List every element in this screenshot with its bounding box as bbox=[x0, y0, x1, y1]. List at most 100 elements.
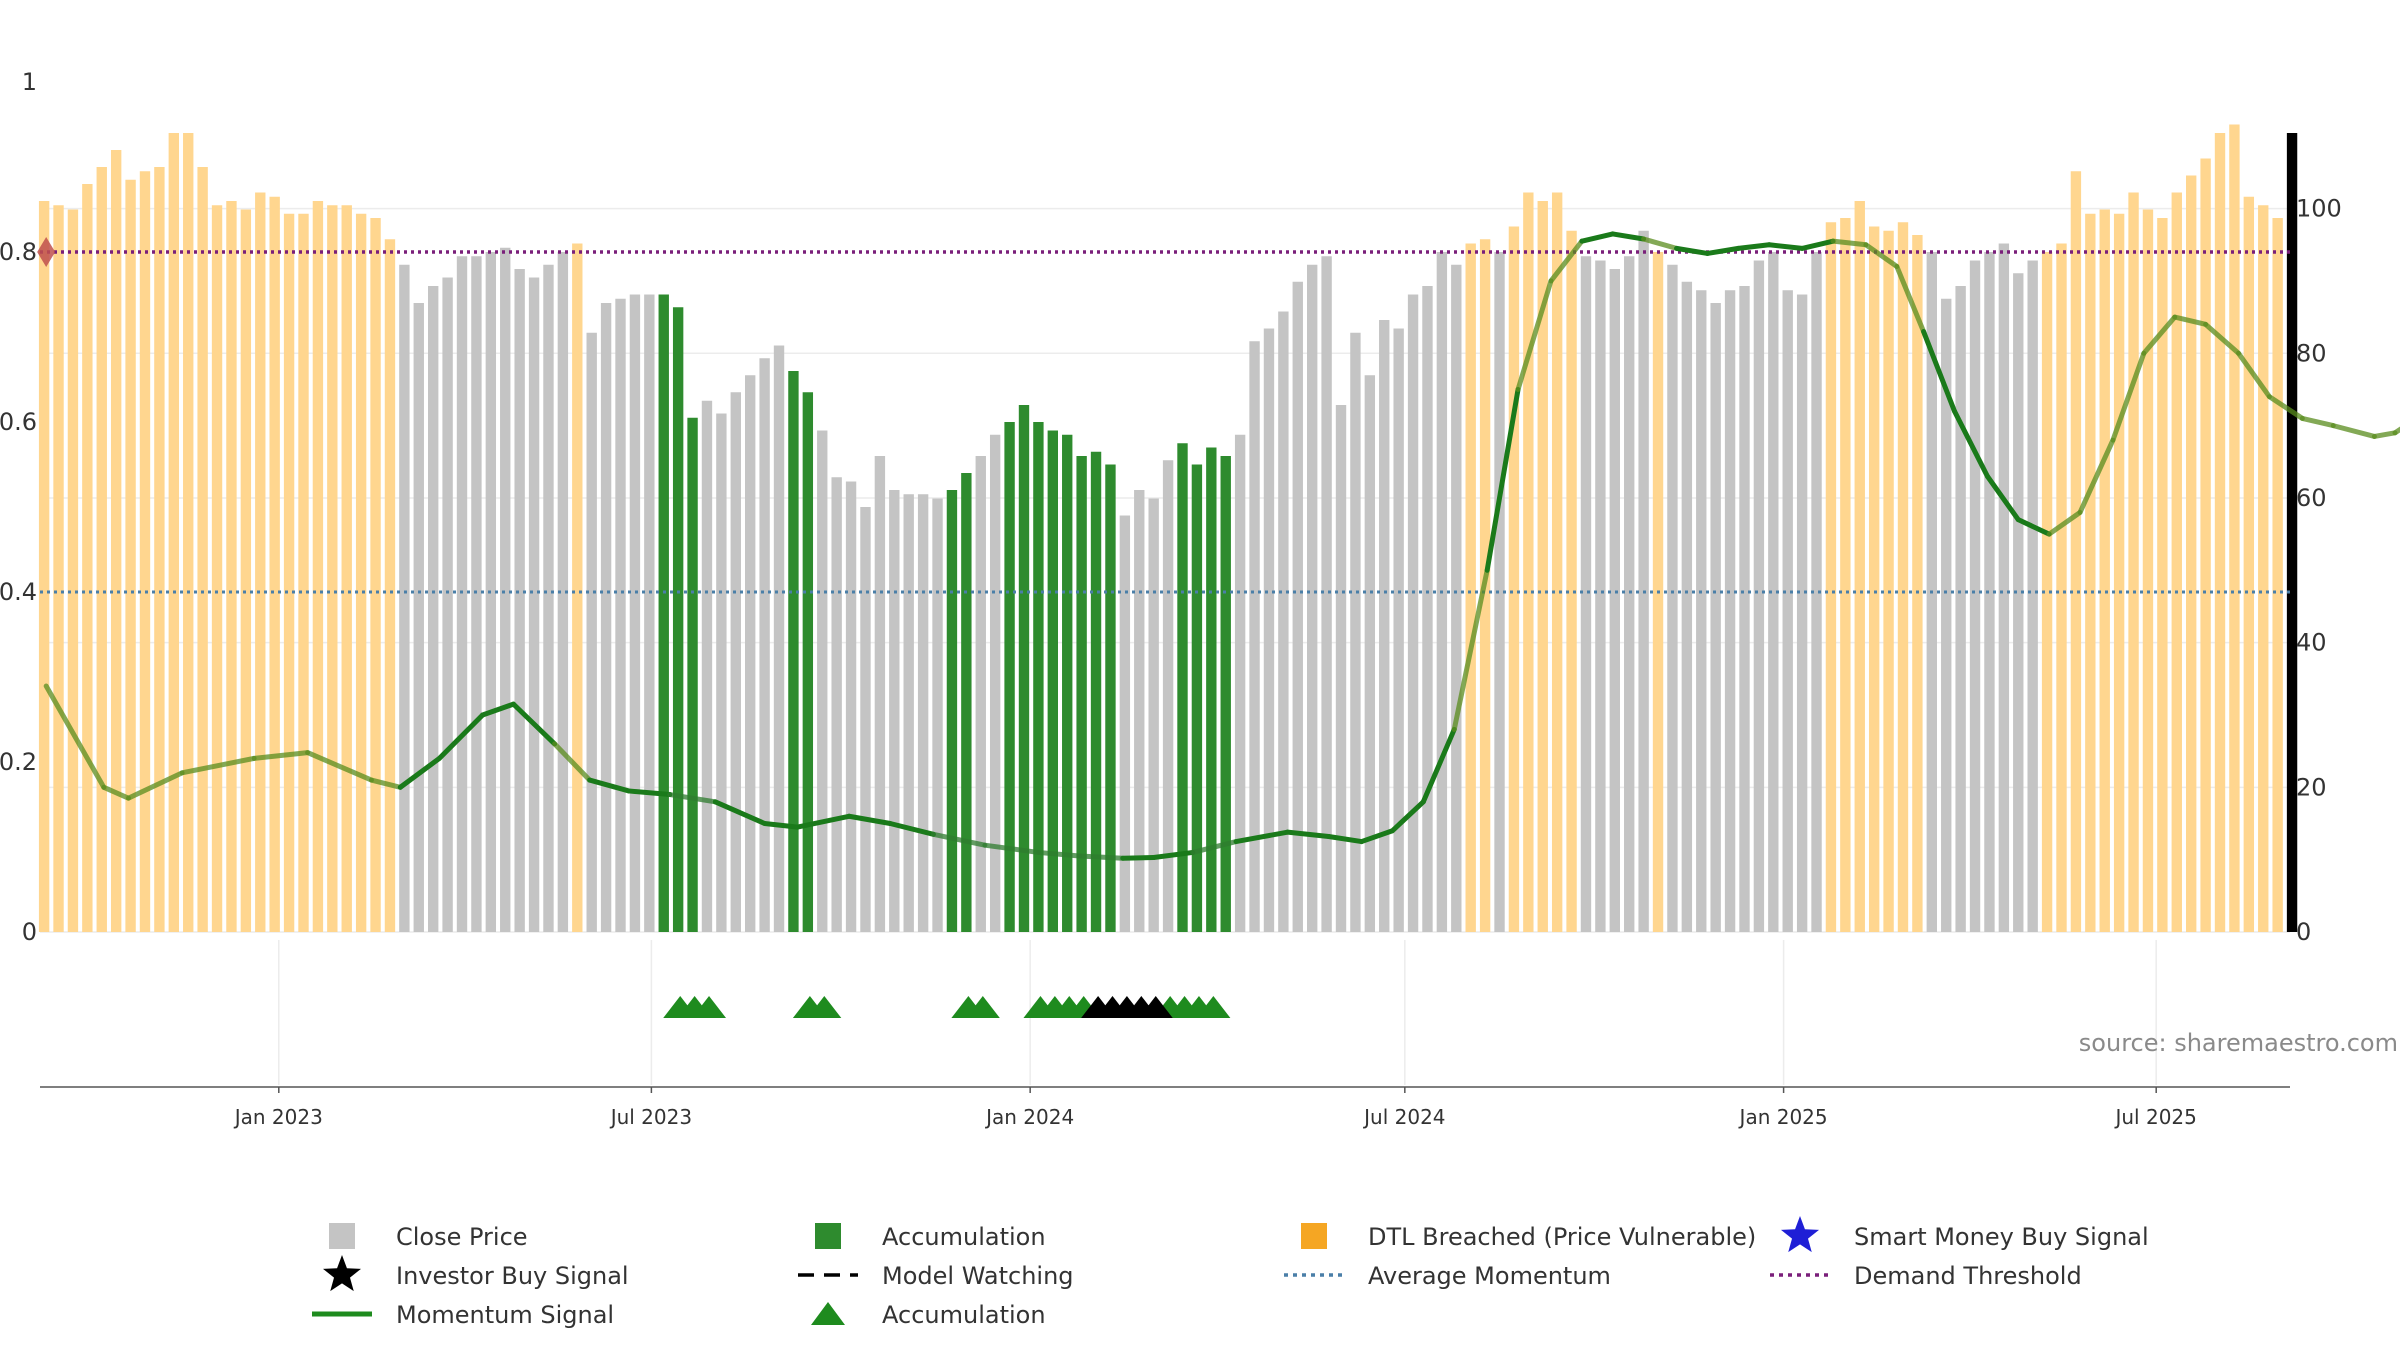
momentum-segment bbox=[762, 820, 801, 830]
momentum-segment bbox=[887, 820, 936, 837]
legend-star-icon bbox=[1780, 1216, 1820, 1253]
bar bbox=[1537, 201, 1548, 932]
momentum-segment bbox=[2110, 350, 2147, 443]
bar bbox=[1681, 281, 1693, 932]
bar bbox=[600, 303, 612, 932]
bar bbox=[1090, 451, 1102, 932]
momentum-segment bbox=[1359, 828, 1395, 845]
bar bbox=[283, 213, 295, 932]
bar bbox=[1465, 243, 1476, 932]
bar bbox=[716, 413, 727, 932]
bar bbox=[2013, 273, 2024, 932]
bar bbox=[2085, 213, 2096, 932]
bar bbox=[269, 196, 280, 932]
momentum-segment bbox=[305, 750, 374, 783]
bar bbox=[226, 201, 237, 932]
legend-label: Model Watching bbox=[882, 1262, 1074, 1290]
bar bbox=[2041, 252, 2053, 932]
bar bbox=[1451, 264, 1462, 932]
bar bbox=[312, 201, 324, 932]
bar bbox=[1148, 498, 1159, 932]
start-marker bbox=[37, 237, 56, 267]
momentum-segment bbox=[1451, 567, 1490, 732]
momentum-signal bbox=[43, 231, 2400, 861]
x-tick-label: Jan 2025 bbox=[1738, 1105, 1828, 1129]
y-right-tick-label: 60 bbox=[2296, 484, 2327, 512]
momentum-segment bbox=[712, 799, 768, 826]
legend-item: Model Watching bbox=[798, 1262, 1074, 1290]
bar bbox=[903, 494, 914, 932]
bar bbox=[860, 507, 871, 932]
bar bbox=[1998, 243, 2010, 932]
bar bbox=[557, 252, 569, 932]
bar bbox=[384, 239, 396, 932]
bar bbox=[975, 456, 986, 932]
bar bbox=[1018, 405, 1030, 932]
y-right-tick-label: 20 bbox=[2296, 773, 2327, 801]
bar bbox=[38, 201, 50, 932]
bar bbox=[1134, 490, 1145, 932]
bar bbox=[2056, 243, 2067, 932]
bar bbox=[125, 179, 136, 932]
legend-label: Momentum Signal bbox=[396, 1301, 614, 1329]
bar bbox=[1105, 464, 1116, 932]
bar bbox=[2186, 175, 2197, 932]
bar bbox=[183, 133, 194, 932]
momentum-segment bbox=[1579, 231, 1616, 244]
bar bbox=[730, 392, 741, 932]
legend-item: Accumulation bbox=[815, 1223, 1046, 1251]
momentum-segment bbox=[1984, 473, 2021, 523]
bar bbox=[615, 298, 626, 932]
momentum-segment bbox=[2392, 426, 2400, 436]
bar bbox=[1941, 298, 1952, 932]
bar bbox=[399, 264, 410, 932]
legend-item: Average Momentum bbox=[1284, 1262, 1611, 1290]
momentum-segment bbox=[1077, 853, 1126, 861]
bar bbox=[1379, 320, 1390, 932]
bars bbox=[38, 124, 2298, 932]
bar bbox=[1234, 434, 1246, 932]
momentum-segment bbox=[1735, 242, 1772, 251]
y-left-tick-label: 0.2 bbox=[0, 748, 37, 776]
momentum-segment bbox=[1766, 242, 1805, 251]
bar bbox=[1840, 218, 1851, 932]
momentum-segment bbox=[552, 741, 593, 783]
x-tick-label: Jul 2024 bbox=[1362, 1105, 1445, 1129]
bar bbox=[1422, 286, 1433, 932]
bar bbox=[500, 247, 511, 932]
momentum-segment bbox=[1515, 278, 1554, 392]
bar bbox=[1350, 332, 1361, 932]
bar bbox=[2229, 124, 2240, 932]
legend-item: Momentum Signal bbox=[312, 1301, 614, 1329]
bar bbox=[1076, 456, 1087, 932]
bar bbox=[629, 294, 641, 932]
accumulation-triangle bbox=[807, 996, 842, 1018]
momentum-segment bbox=[2330, 423, 2377, 439]
bar bbox=[1162, 460, 1174, 932]
bar bbox=[82, 184, 93, 932]
signal-markers bbox=[663, 996, 1231, 1018]
momentum-segment bbox=[2236, 350, 2272, 400]
bar bbox=[1004, 422, 1015, 932]
bar bbox=[701, 400, 713, 932]
y-right-tick-label: 100 bbox=[2296, 195, 2342, 223]
bar bbox=[831, 477, 842, 932]
legend-label: Accumulation bbox=[882, 1223, 1046, 1251]
momentum-segment bbox=[1641, 236, 1680, 251]
legend-label: Investor Buy Signal bbox=[396, 1262, 629, 1290]
bar bbox=[817, 430, 828, 932]
bar bbox=[1177, 443, 1188, 932]
legend-label: Smart Money Buy Signal bbox=[1854, 1223, 2149, 1251]
momentum-segment bbox=[1921, 329, 1957, 414]
bar bbox=[1220, 456, 1231, 932]
bar bbox=[658, 294, 669, 932]
bar bbox=[1407, 294, 1419, 932]
momentum-segment bbox=[251, 750, 311, 761]
momentum-segment bbox=[846, 813, 893, 826]
y-right-tick-label: 0 bbox=[2296, 918, 2311, 946]
bar bbox=[1782, 290, 1793, 932]
bar bbox=[240, 209, 252, 932]
bar bbox=[1580, 256, 1592, 932]
momentum-segment bbox=[1894, 263, 1927, 335]
bar bbox=[1710, 303, 1721, 932]
